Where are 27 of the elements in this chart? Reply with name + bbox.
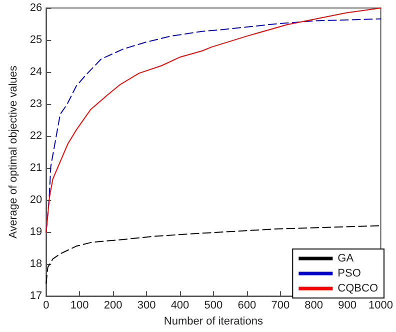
- x-tick-label: 400: [170, 300, 190, 312]
- x-tick-label: 800: [304, 300, 324, 312]
- y-tick-label: 24: [30, 66, 42, 78]
- x-tick-label: 600: [238, 300, 256, 312]
- y-tick-label: 22: [30, 130, 42, 142]
- x-tick-label: 700: [271, 300, 290, 312]
- x-tick-label: 200: [104, 300, 122, 312]
- x-tick-label: 500: [204, 300, 223, 312]
- y-tick-label: 21: [30, 162, 42, 174]
- x-tick-label: 300: [137, 300, 156, 312]
- x-tick-label: 1000: [368, 300, 394, 312]
- x-axis-title: Number of iterations: [164, 316, 264, 328]
- x-tick-label: 900: [338, 300, 356, 312]
- line-series: [46, 225, 382, 284]
- y-tick-label: 25: [30, 34, 42, 46]
- y-tick-label: 19: [30, 226, 42, 238]
- y-tick-label: 20: [30, 194, 42, 206]
- legend-label: GA: [338, 252, 354, 264]
- y-tick-label: 18: [30, 258, 42, 270]
- x-tick-label: 0: [43, 300, 50, 312]
- y-axis-title: Average of optimal objective values: [8, 65, 20, 238]
- y-tick-label: 26: [30, 2, 42, 14]
- legend-label: PSO: [338, 268, 362, 280]
- y-tick-label: 17: [30, 290, 42, 302]
- x-tick-label: 100: [70, 300, 89, 312]
- legend-label: CQBCO: [338, 282, 378, 294]
- y-tick-label: 23: [30, 98, 42, 110]
